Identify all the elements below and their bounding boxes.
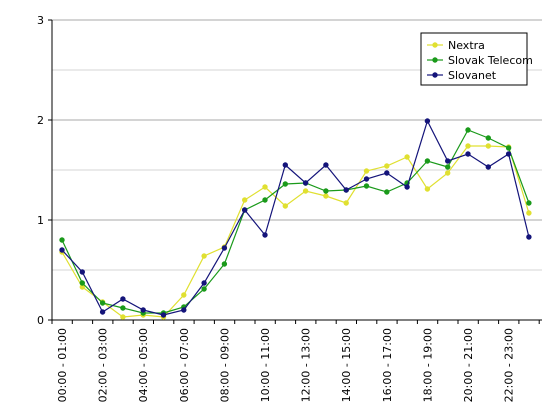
data-point (201, 286, 207, 292)
data-point (99, 300, 106, 306)
data-point (221, 261, 228, 267)
data-point (384, 170, 390, 176)
legend: Nextra Slovak Telecom Slovanet (420, 32, 533, 86)
legend-swatch-marker (432, 42, 438, 48)
x-tick-label: 06:00 - 07:00 (178, 328, 191, 402)
legend-label: Nextra (448, 39, 485, 52)
data-point (384, 189, 390, 195)
data-point (505, 151, 512, 157)
data-point (181, 307, 187, 313)
data-point (59, 237, 65, 243)
data-point (343, 187, 349, 193)
data-point (465, 151, 471, 157)
data-point (262, 197, 268, 203)
data-point (79, 284, 86, 290)
data-point (384, 163, 390, 169)
data-point (424, 158, 431, 164)
data-point (323, 193, 329, 199)
data-point (343, 200, 349, 206)
data-point (302, 180, 309, 186)
data-point (323, 162, 329, 168)
y-tick-label: 1 (37, 214, 44, 227)
data-point (282, 181, 288, 187)
x-tick-label: 14:00 - 15:00 (340, 328, 353, 402)
data-point (262, 184, 268, 190)
data-point (201, 253, 207, 259)
x-tick-label: 00:00 - 01:00 (56, 328, 69, 402)
data-point (363, 176, 370, 182)
data-point (485, 143, 491, 149)
data-point (485, 135, 491, 141)
data-point (160, 312, 167, 318)
data-point (99, 309, 106, 315)
data-point (465, 127, 471, 133)
data-point (120, 296, 126, 302)
grid-layer (52, 19, 542, 271)
y-tick-label: 3 (37, 14, 44, 27)
data-point (262, 232, 268, 238)
legend-label: Slovanet (448, 69, 497, 82)
data-point (445, 158, 451, 164)
data-point (445, 164, 451, 170)
data-point (120, 305, 126, 311)
data-point (485, 164, 491, 170)
y-tick-label: 2 (37, 114, 44, 127)
data-point (424, 118, 431, 124)
data-point (363, 168, 370, 174)
data-point (201, 280, 207, 286)
data-point (363, 183, 370, 189)
data-point (282, 203, 288, 209)
data-point (120, 314, 126, 320)
y-tick-label: 0 (37, 314, 44, 327)
data-point (140, 307, 146, 313)
data-point (323, 188, 329, 194)
series-line (61, 145, 530, 318)
data-point (242, 207, 248, 213)
data-point (404, 184, 410, 190)
data-point (526, 210, 532, 216)
x-tick-label: 02:00 - 03:00 (97, 328, 110, 402)
data-point (302, 188, 309, 194)
x-tick-label: 16:00 - 17:00 (381, 328, 394, 402)
data-point (59, 247, 65, 253)
legend-swatch-marker (432, 72, 438, 78)
data-point (221, 245, 228, 251)
series-line (61, 119, 530, 316)
series-layer (59, 118, 532, 320)
data-point (505, 145, 512, 151)
data-point (526, 200, 532, 206)
data-point (181, 292, 187, 298)
data-point (404, 154, 410, 160)
legend-label: Slovak Telecom (448, 54, 533, 67)
legend-swatch-marker (432, 57, 438, 63)
x-tick-label: 18:00 - 19:00 (421, 328, 434, 402)
data-point (445, 170, 451, 176)
series-slovak-telecom (59, 127, 532, 316)
x-tick-label: 20:00 - 21:00 (462, 328, 475, 402)
data-point (526, 234, 532, 240)
data-point (465, 143, 471, 149)
axis-layer: 0 1 2 3 00:00 - 01:00 02:00 - 03:00 04:00 - 05… (37, 14, 542, 402)
data-point (79, 269, 86, 275)
x-tick-label: 10:00 - 11:00 (259, 328, 272, 402)
series-slovanet (59, 118, 532, 318)
data-point (424, 186, 431, 192)
x-tick-label: 08:00 - 09:00 (218, 328, 231, 402)
data-point (242, 197, 248, 203)
x-tick-label: 12:00 - 13:00 (300, 328, 313, 402)
x-tick-label: 04:00 - 05:00 (137, 328, 150, 402)
legend-box (420, 32, 528, 86)
data-point (79, 280, 86, 286)
series-line (61, 129, 530, 314)
data-point (282, 162, 288, 168)
x-tick-label: 22:00 - 23:00 (503, 328, 516, 402)
